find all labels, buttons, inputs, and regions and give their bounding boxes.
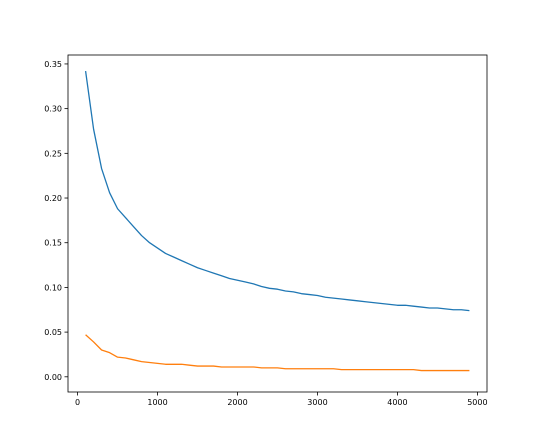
series-line-2	[85, 334, 470, 372]
series-line-1	[84, 71, 470, 312]
y-tick-label: 0.25	[44, 149, 62, 158]
y-tick-label: 0.10	[44, 283, 62, 292]
y-tick-label: 0.30	[44, 105, 62, 114]
y-axis: 0.00 0.05 0.10 0.15 0.20 0.25 0.30 0.35	[44, 60, 68, 382]
y-tick-label: 0.35	[44, 60, 62, 69]
x-tick-label: 3000	[307, 398, 327, 407]
x-tick-label: 4000	[387, 398, 407, 407]
y-tick-label: 0.05	[44, 328, 62, 337]
x-tick-label: 0	[75, 398, 80, 407]
y-tick-label: 0.00	[44, 373, 62, 382]
series-layer	[84, 71, 470, 372]
x-axis: 0 1000 2000 3000 4000 5000	[75, 392, 488, 407]
x-tick-label: 2000	[227, 398, 247, 407]
y-tick-label: 0.15	[44, 239, 62, 248]
x-tick-label: 1000	[147, 398, 167, 407]
x-tick-label: 5000	[467, 398, 487, 407]
plot-area-frame	[67, 54, 488, 393]
y-tick-label: 0.20	[44, 194, 62, 203]
